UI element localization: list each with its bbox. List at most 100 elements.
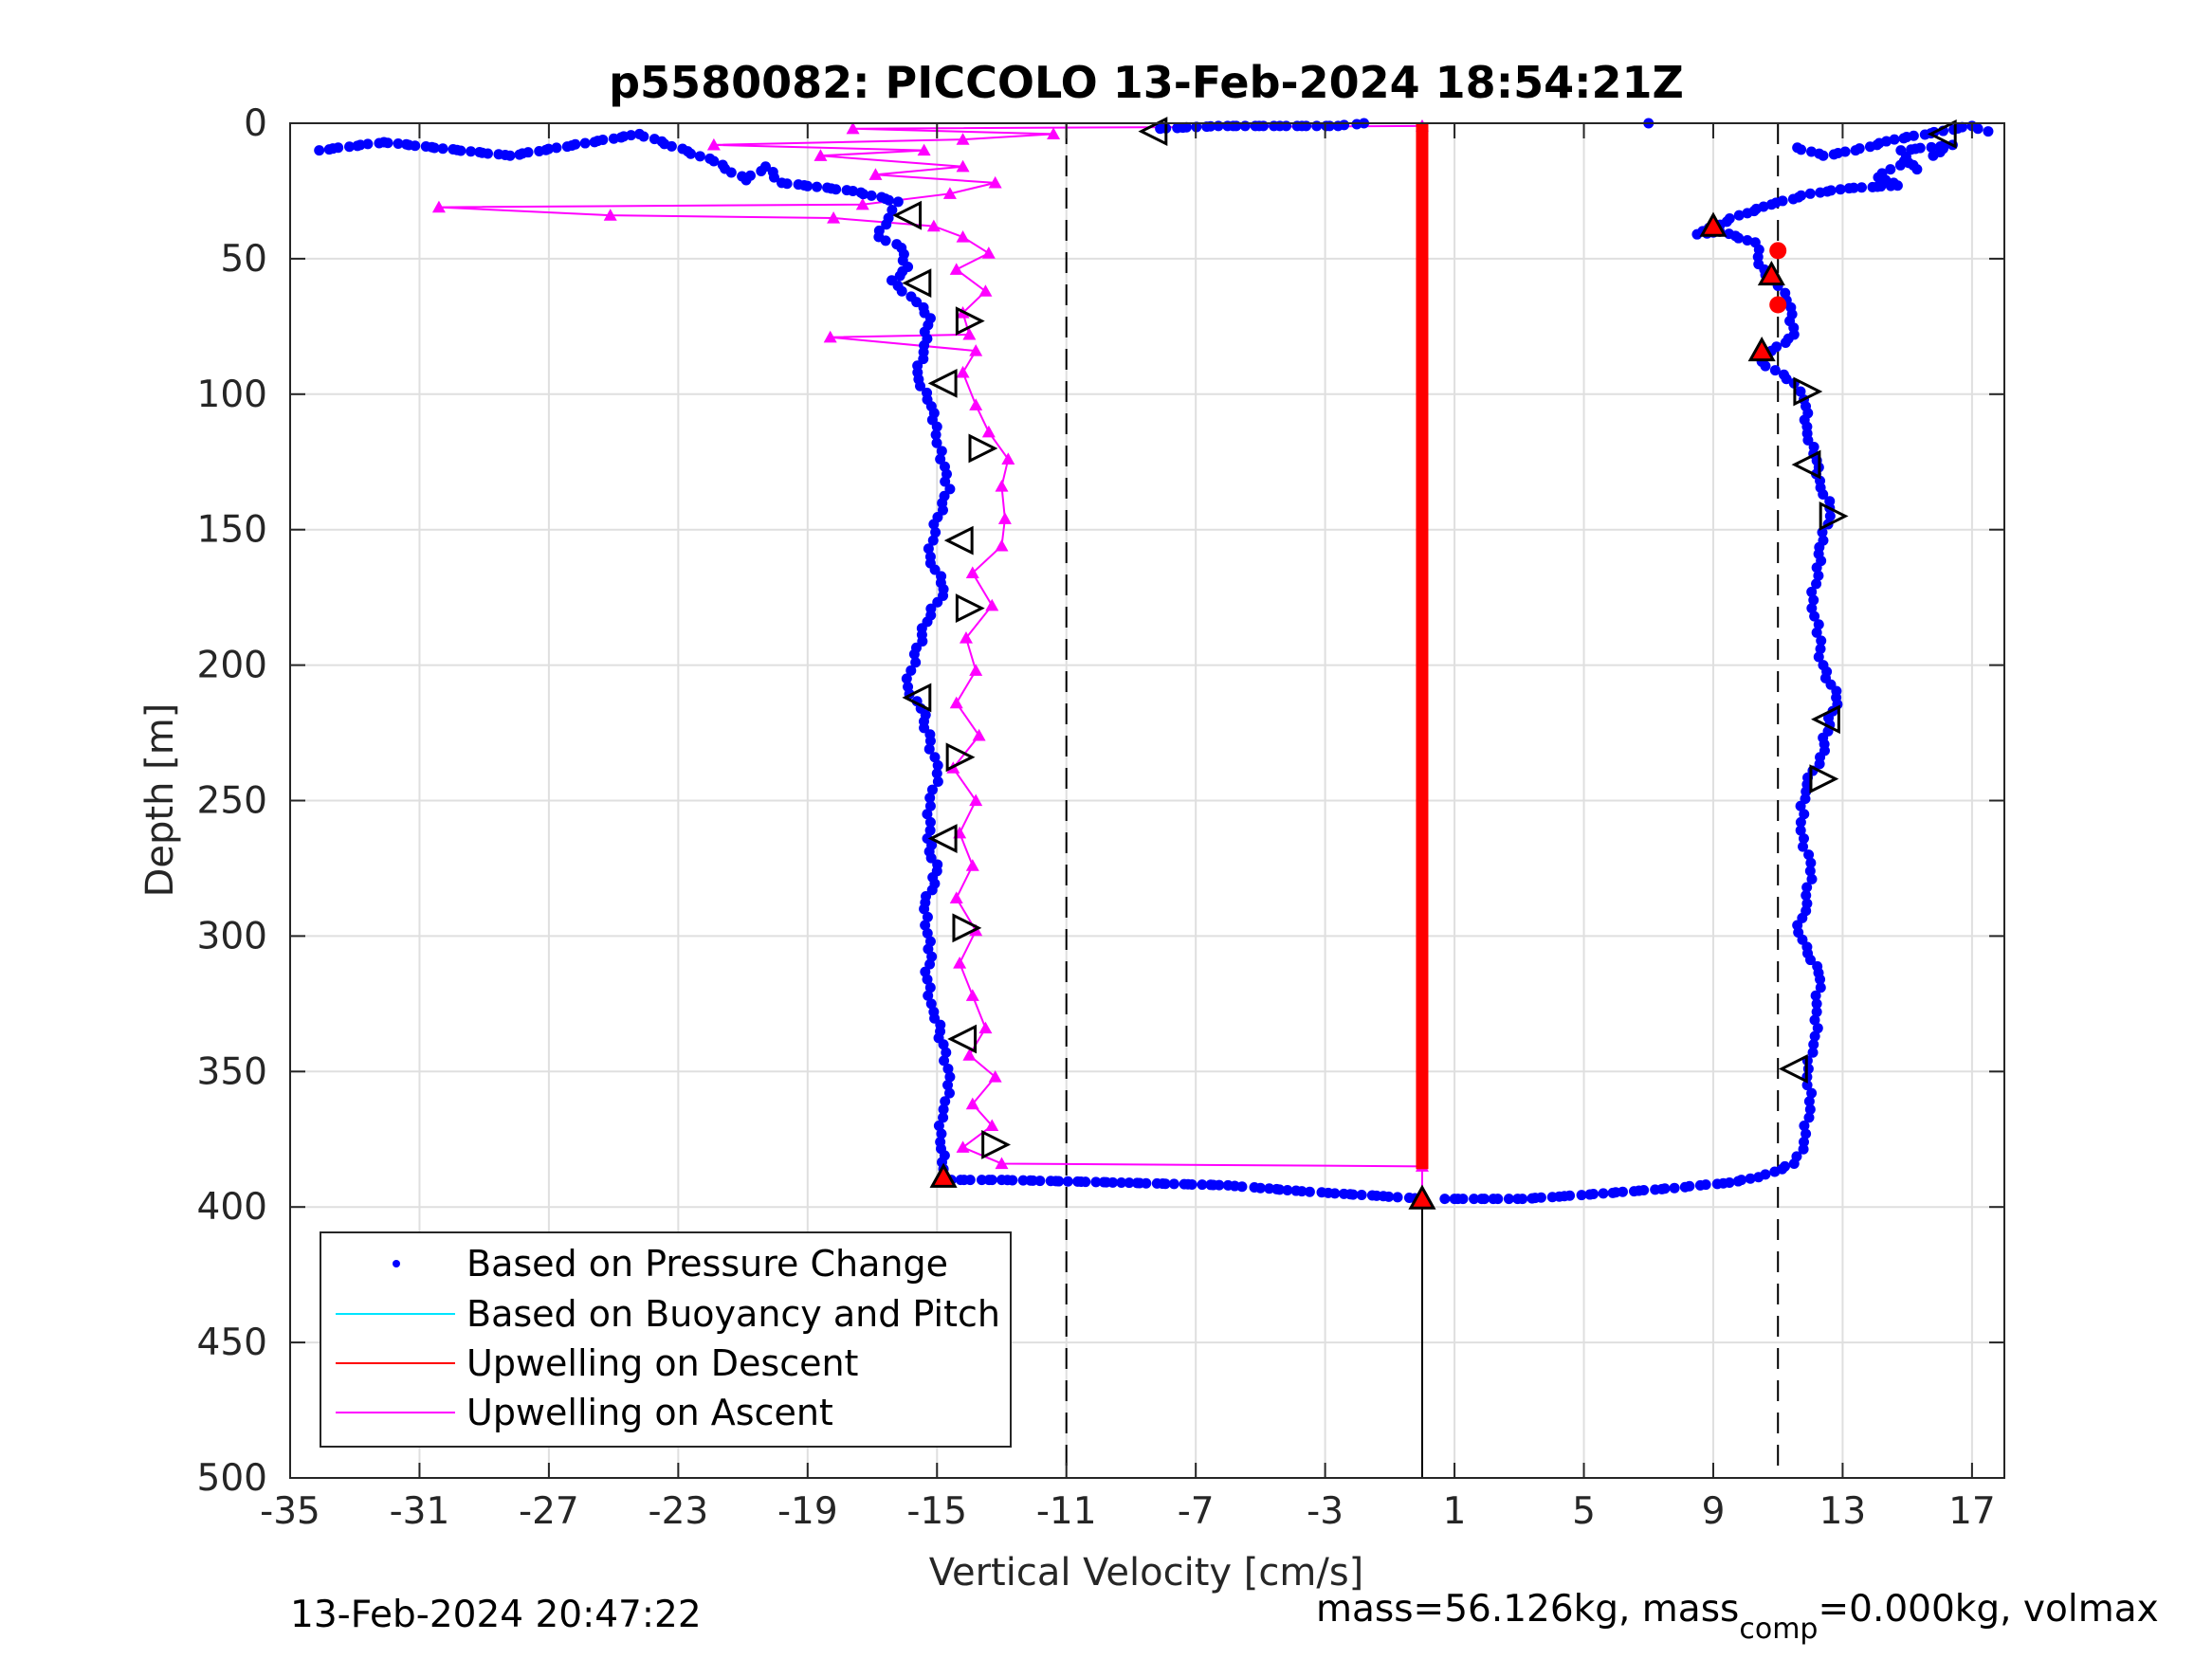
pressure-point bbox=[1777, 195, 1788, 207]
x-tick-label: -11 bbox=[1036, 1490, 1097, 1533]
red-triangle-marker bbox=[1747, 336, 1776, 362]
pressure-point bbox=[686, 148, 697, 159]
pressure-point bbox=[922, 974, 933, 985]
pressure-point bbox=[1141, 1177, 1152, 1189]
pressure-point bbox=[986, 1175, 997, 1186]
ascent-upwelling-marker bbox=[926, 219, 941, 232]
x-tick-label: -19 bbox=[777, 1490, 838, 1533]
pressure-point bbox=[1813, 570, 1824, 581]
open-triangle-right-marker bbox=[1809, 764, 1839, 794]
pressure-point bbox=[1264, 1183, 1275, 1194]
red-triangle-marker bbox=[1408, 1184, 1436, 1210]
pressure-point bbox=[1804, 866, 1816, 877]
open-triangle-left-marker bbox=[1811, 704, 1840, 735]
ascent-upwelling-marker bbox=[965, 989, 979, 1001]
pressure-point bbox=[504, 150, 516, 161]
pressure-point bbox=[964, 1175, 976, 1186]
pressure-point bbox=[781, 178, 793, 190]
legend-swatch-pressure bbox=[393, 1260, 400, 1267]
pressure-point bbox=[597, 134, 609, 145]
open-triangle-right-marker bbox=[968, 433, 998, 464]
red-dot-marker bbox=[1769, 296, 1787, 314]
pressure-point bbox=[931, 421, 942, 432]
pressure-point bbox=[1810, 990, 1821, 1001]
pressure-point bbox=[1535, 1192, 1546, 1203]
open-triangle-right-marker bbox=[955, 593, 985, 624]
ascent-upwelling-marker bbox=[706, 137, 721, 151]
pressure-point bbox=[1809, 611, 1820, 622]
pressure-point bbox=[1818, 150, 1829, 161]
open-triangle-left-marker bbox=[892, 200, 923, 230]
pressure-point bbox=[551, 142, 562, 154]
pressure-point bbox=[1791, 1151, 1802, 1162]
ascent-upwelling-marker bbox=[917, 143, 931, 156]
pressure-point bbox=[1356, 1190, 1367, 1201]
pressure-point bbox=[1808, 1039, 1819, 1050]
pressure-point bbox=[1799, 809, 1810, 820]
pressure-point bbox=[1825, 185, 1837, 196]
pressure-point bbox=[930, 429, 941, 441]
pressure-point bbox=[812, 181, 823, 192]
pressure-point bbox=[1813, 651, 1824, 663]
ascent-upwelling-marker bbox=[978, 1021, 993, 1034]
pressure-point bbox=[1749, 237, 1761, 248]
pressure-point bbox=[922, 928, 933, 939]
pressure-point bbox=[1669, 1182, 1680, 1194]
pressure-point bbox=[923, 990, 934, 1001]
pressure-point bbox=[940, 1096, 951, 1107]
pressure-point bbox=[1811, 627, 1822, 638]
pressure-point bbox=[1813, 619, 1824, 630]
y-axis-label: Depth [m] bbox=[138, 703, 182, 898]
x-tick-label: -27 bbox=[519, 1490, 579, 1533]
pressure-point bbox=[455, 145, 466, 156]
pressure-point bbox=[1885, 164, 1896, 175]
pressure-point bbox=[1895, 145, 1907, 156]
pressure-point bbox=[1007, 1175, 1018, 1186]
pressure-point bbox=[1617, 1186, 1628, 1197]
pressure-point bbox=[919, 903, 930, 915]
pressure-point bbox=[938, 1112, 949, 1123]
pressure-point bbox=[393, 138, 404, 150]
pressure-point bbox=[1812, 1023, 1823, 1034]
pressure-point bbox=[938, 1103, 949, 1115]
pressure-point bbox=[928, 519, 940, 530]
pressure-point bbox=[1214, 1179, 1225, 1191]
pressure-point bbox=[1236, 1181, 1248, 1193]
pressure-point bbox=[1928, 150, 1939, 161]
footer-timestamp: 13-Feb-2024 20:47:22 bbox=[290, 1594, 702, 1636]
pressure-point bbox=[1798, 841, 1809, 852]
x-tick-label: -31 bbox=[390, 1490, 450, 1533]
pressure-point bbox=[1062, 1176, 1073, 1187]
ascent-upwelling-marker bbox=[997, 512, 1012, 524]
ascent-upwelling-marker bbox=[981, 246, 996, 259]
y-tick-label: 450 bbox=[197, 1322, 267, 1364]
pressure-point bbox=[1457, 1194, 1469, 1205]
pressure-point bbox=[1469, 1194, 1480, 1205]
open-triangle-right-marker bbox=[952, 913, 982, 943]
pressure-point bbox=[1801, 898, 1813, 909]
pressure-point bbox=[1745, 1173, 1756, 1184]
ascent-upwelling-marker bbox=[827, 211, 841, 224]
pressure-point bbox=[941, 1047, 952, 1058]
open-triangle-left-marker bbox=[1927, 119, 1957, 149]
x-tick-label: 5 bbox=[1572, 1490, 1596, 1533]
chart-title: p5580082: PICCOLO 13-Feb-2024 18:54:21Z bbox=[609, 57, 1684, 108]
pressure-point bbox=[1492, 1194, 1504, 1205]
pressure-point bbox=[759, 161, 771, 173]
pressure-point bbox=[1824, 496, 1836, 507]
pressure-point bbox=[708, 155, 720, 167]
open-triangle-left-marker bbox=[943, 525, 974, 556]
ascent-upwelling-marker bbox=[972, 728, 986, 741]
pressure-point bbox=[1805, 146, 1817, 157]
pressure-point bbox=[1638, 1184, 1650, 1195]
ascent-upwelling-marker bbox=[988, 175, 1002, 189]
pressure-point bbox=[410, 140, 421, 152]
pressure-point bbox=[1769, 365, 1781, 376]
pressure-point bbox=[1856, 182, 1868, 193]
pressure-point bbox=[437, 143, 448, 155]
pressure-point bbox=[880, 235, 891, 246]
y-tick-label: 400 bbox=[197, 1186, 267, 1229]
ascent-upwelling-line bbox=[438, 124, 1423, 1196]
open-triangle-right-marker bbox=[945, 742, 976, 773]
open-triangle-right-marker bbox=[1819, 501, 1849, 531]
